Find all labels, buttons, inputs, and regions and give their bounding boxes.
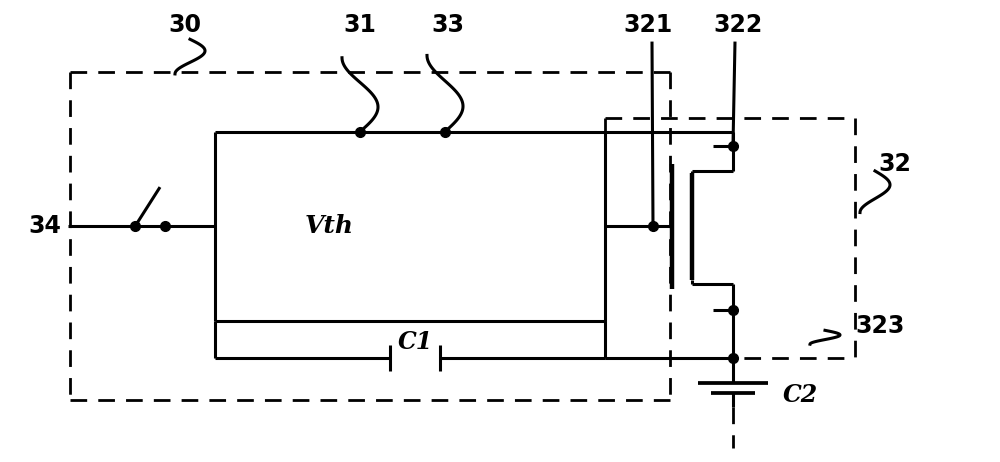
Text: C2: C2 bbox=[783, 383, 818, 407]
Text: 31: 31 bbox=[344, 13, 376, 37]
Text: 34: 34 bbox=[29, 214, 61, 238]
Text: 30: 30 bbox=[168, 13, 202, 37]
Text: 32: 32 bbox=[879, 152, 911, 176]
Text: C1: C1 bbox=[397, 330, 433, 354]
Text: Vth: Vth bbox=[305, 214, 354, 238]
Text: 323: 323 bbox=[855, 314, 904, 338]
Text: 322: 322 bbox=[713, 13, 763, 37]
Text: 321: 321 bbox=[623, 13, 673, 37]
Text: 33: 33 bbox=[432, 13, 464, 37]
